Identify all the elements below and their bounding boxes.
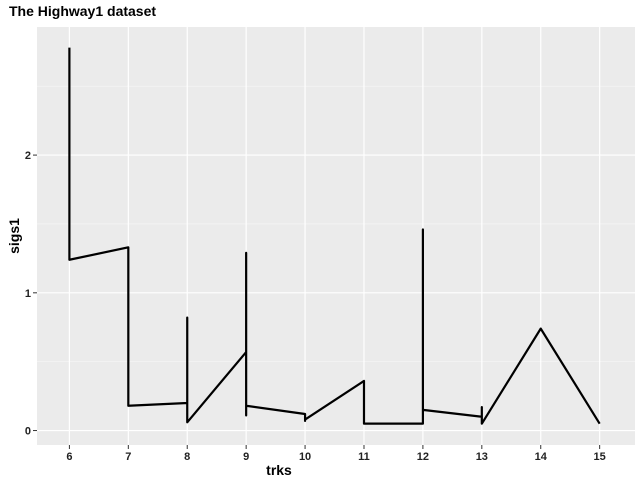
x-tick-label: 14 [535, 451, 548, 463]
x-tick-label: 10 [299, 451, 311, 463]
series-group [68, 47, 601, 425]
plot-panel [37, 27, 635, 445]
grid-minor [37, 85, 635, 362]
x-tick-label: 12 [417, 451, 429, 463]
x-tick-label: 11 [358, 451, 370, 463]
x-tick-label: 7 [125, 451, 131, 463]
y-tick-label: 0 [25, 426, 31, 438]
x-tick-label: 15 [594, 451, 606, 463]
x-tick-label: 6 [66, 451, 72, 463]
chart-title: The Highway1 dataset [9, 3, 156, 19]
x-axis: 6 7 8 9 10 11 12 13 14 15 [66, 445, 606, 463]
y-axis-label: sigs1 [6, 218, 22, 254]
y-axis: 0 1 2 [25, 150, 37, 438]
y-tick-label: 1 [25, 288, 31, 300]
series-line [68, 47, 601, 425]
y-tick-label: 2 [25, 150, 31, 162]
x-tick-label: 13 [476, 451, 488, 463]
x-tick-label: 9 [243, 451, 249, 463]
x-tick-label: 8 [184, 451, 190, 463]
x-axis-label: trks [266, 462, 292, 478]
grid-major [37, 27, 635, 445]
